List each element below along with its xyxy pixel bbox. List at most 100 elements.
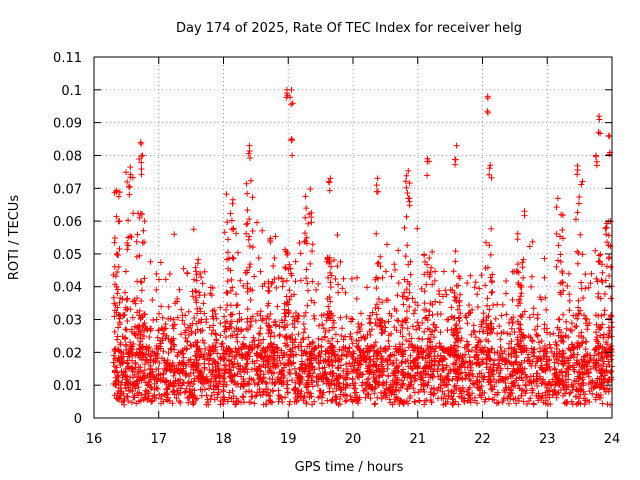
- data-point: [490, 376, 497, 383]
- data-point: [221, 375, 228, 382]
- data-point: [277, 360, 284, 367]
- data-point: [339, 325, 346, 332]
- data-point: [197, 327, 204, 334]
- data-point: [354, 366, 361, 373]
- data-point: [405, 195, 412, 202]
- data-point: [359, 371, 366, 378]
- data-point: [270, 263, 277, 270]
- data-point: [592, 364, 599, 371]
- data-point: [122, 341, 129, 348]
- data-point: [574, 209, 581, 216]
- data-point: [335, 281, 342, 288]
- data-point: [193, 288, 200, 295]
- data-point: [480, 328, 487, 335]
- data-point: [452, 161, 459, 168]
- data-point: [537, 294, 544, 301]
- data-point: [551, 359, 558, 366]
- data-point: [379, 382, 386, 389]
- data-point: [225, 345, 232, 352]
- data-point: [565, 383, 572, 390]
- data-point: [167, 345, 174, 352]
- data-point: [560, 287, 567, 294]
- data-point: [460, 359, 467, 366]
- data-point: [593, 275, 600, 282]
- data-point: [354, 329, 361, 336]
- data-point: [163, 332, 170, 339]
- data-point: [306, 360, 313, 367]
- data-point: [529, 349, 536, 356]
- data-point: [472, 279, 479, 286]
- data-point: [301, 348, 308, 355]
- data-point: [249, 287, 256, 294]
- data-point: [474, 291, 481, 298]
- data-point: [224, 302, 231, 309]
- data-point: [452, 322, 459, 329]
- data-point: [193, 277, 200, 284]
- data-point: [256, 363, 263, 370]
- data-point: [190, 293, 197, 300]
- data-point: [300, 397, 307, 404]
- data-point: [194, 367, 201, 374]
- data-point: [355, 400, 362, 407]
- data-point: [185, 308, 192, 315]
- data-point: [258, 340, 264, 347]
- data-point: [196, 289, 203, 296]
- data-point: [533, 358, 540, 365]
- data-point: [198, 274, 205, 281]
- data-point: [395, 349, 402, 356]
- data-point: [191, 375, 198, 382]
- data-point: [343, 353, 350, 360]
- data-point: [498, 347, 505, 354]
- data-point: [384, 365, 391, 372]
- data-point: [259, 391, 266, 398]
- data-point: [128, 328, 135, 335]
- data-point: [420, 377, 427, 384]
- data-point: [599, 344, 606, 351]
- data-point: [471, 394, 478, 401]
- data-point: [202, 345, 209, 352]
- x-tick-label: 18: [215, 432, 232, 447]
- data-point: [163, 386, 170, 393]
- data-point: [349, 316, 356, 323]
- data-point: [290, 313, 297, 320]
- data-point: [250, 377, 257, 384]
- data-point: [605, 334, 612, 341]
- data-point: [367, 319, 374, 326]
- data-point: [512, 359, 519, 366]
- data-point: [233, 230, 240, 237]
- data-point: [114, 336, 121, 343]
- data-point: [228, 217, 235, 224]
- data-point: [249, 227, 256, 234]
- data-point: [138, 287, 145, 294]
- data-point: [456, 355, 463, 362]
- data-point: [444, 373, 451, 380]
- data-point: [265, 300, 272, 307]
- data-point: [414, 370, 421, 377]
- data-point: [373, 378, 380, 385]
- data-point: [125, 387, 132, 394]
- data-point: [575, 368, 582, 375]
- data-point: [426, 255, 433, 262]
- data-point: [140, 227, 147, 234]
- data-point: [533, 392, 540, 399]
- data-point: [284, 377, 291, 384]
- data-point: [178, 306, 185, 313]
- data-point: [432, 345, 439, 352]
- data-point: [140, 370, 147, 377]
- data-point: [488, 174, 495, 181]
- data-point: [489, 386, 496, 393]
- data-point: [411, 345, 418, 352]
- data-point: [297, 250, 304, 257]
- data-point: [111, 313, 118, 320]
- data-point: [244, 220, 251, 227]
- data-point: [420, 365, 427, 372]
- data-point: [150, 359, 157, 366]
- data-point: [320, 389, 327, 396]
- data-point: [438, 344, 445, 351]
- data-point: [270, 341, 277, 348]
- data-point: [304, 302, 311, 309]
- data-point: [267, 239, 274, 246]
- data-point: [456, 363, 463, 370]
- data-point: [386, 343, 393, 350]
- data-point: [286, 398, 293, 405]
